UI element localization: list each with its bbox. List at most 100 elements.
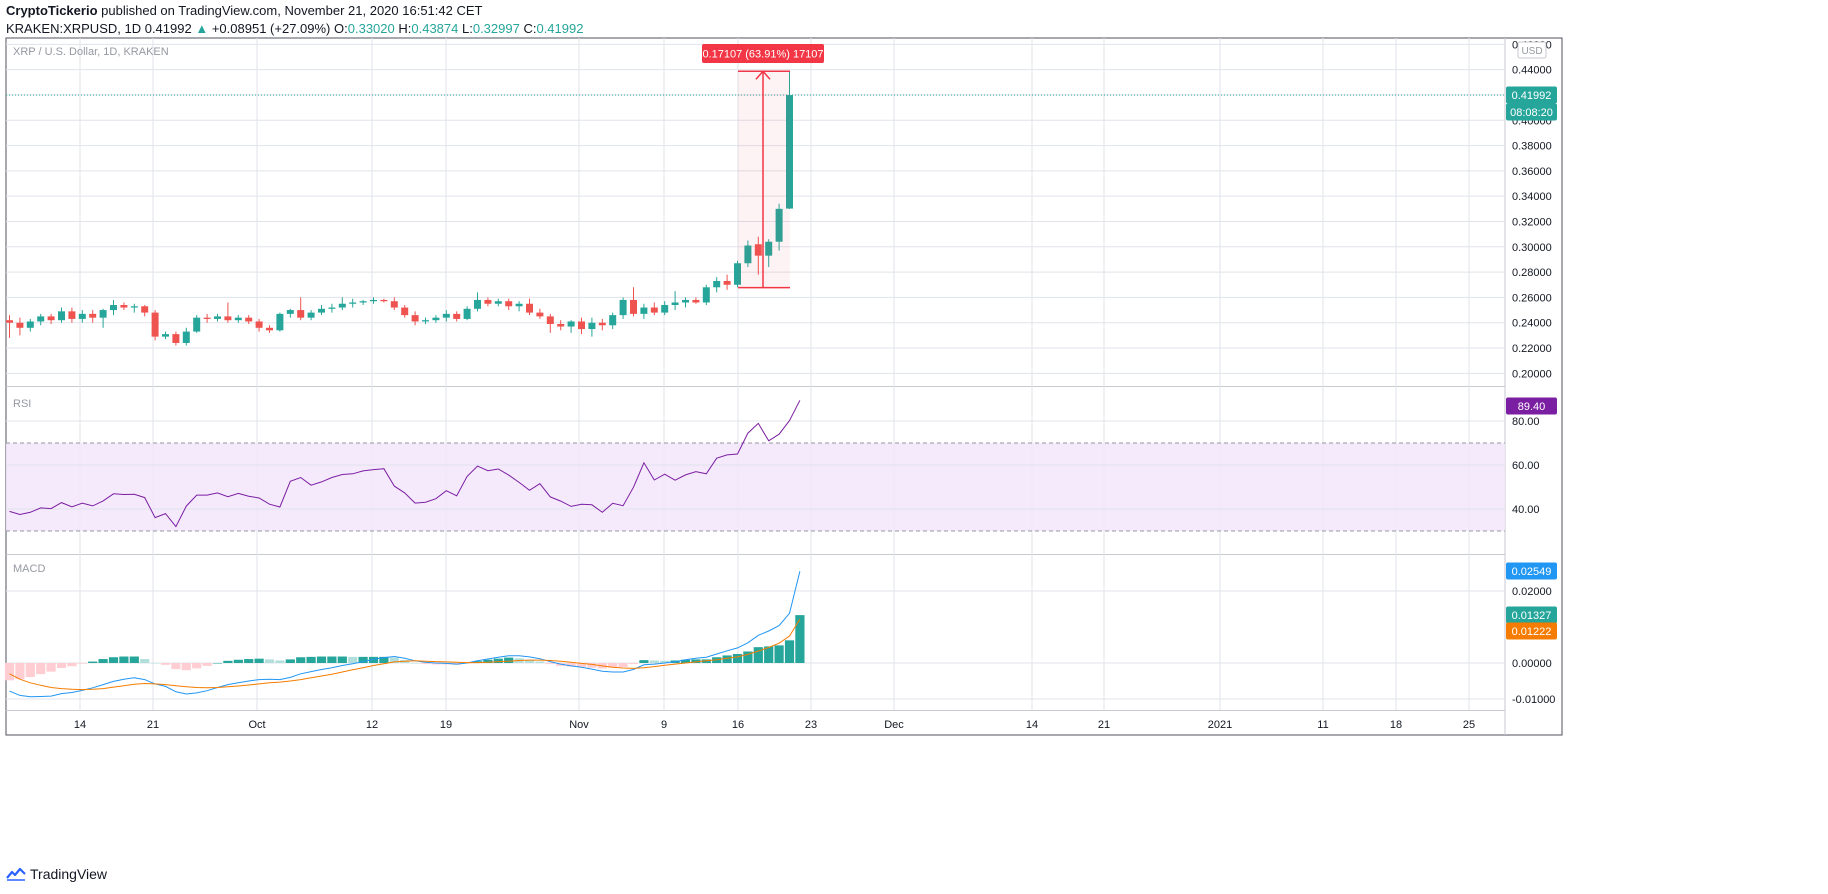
candle-body: [619, 299, 627, 316]
macd-value-badge-box: [1506, 562, 1557, 580]
macd-histogram-bar: [389, 657, 399, 663]
rsi-title: RSI: [13, 398, 31, 410]
candle-body: [422, 320, 429, 322]
measure-label-box: [702, 44, 824, 63]
macd-histogram-bar: [108, 657, 119, 663]
candle: [318, 305, 325, 316]
candle-body: [6, 320, 13, 323]
macd-histogram-bar: [254, 658, 264, 663]
time-axis-label: 11: [1317, 719, 1328, 731]
macd-histogram-bar: [743, 651, 753, 663]
time-axis-label: 12: [366, 719, 378, 731]
candle-body: [765, 241, 773, 256]
candle: [494, 298, 502, 307]
candle-body: [546, 316, 554, 324]
published-text: published on TradingView.com, November 2…: [101, 3, 483, 18]
symbol-label: KRAKEN:XRPUSD, 1D: [6, 21, 142, 36]
candle: [661, 301, 669, 316]
candle: [151, 310, 159, 341]
macd-histogram-bar: [774, 645, 784, 663]
candle-body: [193, 317, 201, 332]
time-axis-label: 23: [805, 719, 817, 731]
candle: [578, 317, 585, 335]
candle-body: [68, 311, 76, 319]
macd-histogram-bar: [285, 659, 295, 663]
candle-body: [234, 317, 242, 321]
countdown-badge: 08:08:20: [1510, 107, 1553, 119]
macd-axis-label: 0.02000: [1512, 586, 1552, 598]
candle-body: [744, 245, 752, 264]
publisher-name[interactable]: CryptoTickerio: [6, 3, 98, 18]
time-axis-label: Oct: [248, 719, 265, 731]
macd-histogram-bar: [244, 659, 254, 663]
price-axis-label: 0.36000: [1512, 166, 1552, 178]
candle: [713, 277, 721, 293]
candle: [214, 313, 221, 322]
candle: [349, 298, 357, 308]
open-label: O:: [334, 21, 348, 36]
macd-histogram-bar: [576, 663, 587, 667]
low-value: 0.32997: [472, 21, 520, 36]
candle-body: [307, 312, 315, 318]
price-axis-label: 0.44000: [1512, 65, 1552, 77]
candle-body: [536, 312, 544, 317]
candle-body: [47, 316, 55, 321]
candle-body: [297, 310, 305, 318]
candle-body: [463, 308, 471, 319]
candle-body: [266, 327, 273, 331]
macd-histogram-bar: [368, 656, 379, 663]
candle: [546, 313, 554, 333]
candle-body: [162, 334, 169, 337]
candle: [359, 299, 367, 306]
rsi-line: [9, 400, 801, 528]
candle-body: [349, 302, 357, 304]
macd-histogram-bar: [46, 663, 56, 672]
candle-body: [671, 302, 679, 306]
tradingview-brand: TradingView: [30, 866, 108, 882]
tradingview-footer[interactable]: TradingView: [6, 866, 107, 882]
candle: [786, 71, 793, 209]
signal-line: [9, 618, 801, 691]
candle-body: [578, 321, 585, 330]
candle: [692, 297, 700, 304]
candle: [505, 298, 513, 311]
ohlc-legend: KRAKEN:XRPUSD, 1D 0.41992 ▲ +0.08951 (+2…: [6, 21, 583, 36]
measure-area: [738, 71, 790, 288]
candle: [463, 306, 471, 321]
candle-body: [682, 299, 689, 303]
candle-body: [723, 280, 731, 285]
macd-histogram-bar: [680, 659, 691, 663]
macd-histogram-bar: [296, 657, 306, 663]
macd-histogram-bar: [98, 659, 108, 663]
macd-histogram-bar: [524, 659, 535, 663]
time-axis-label: Nov: [569, 719, 589, 731]
candle: [432, 315, 440, 323]
candle-body: [557, 323, 565, 327]
candle-body: [442, 313, 450, 318]
currency-button[interactable]: [1517, 41, 1547, 59]
price-axis-label: 0.20000: [1512, 368, 1552, 380]
rsi-value-badge-box: [1506, 397, 1557, 415]
macd-histogram-bar: [223, 660, 233, 663]
macd-histogram-bar: [160, 663, 171, 665]
candle: [255, 318, 263, 332]
candle-body: [37, 316, 45, 322]
candle-body: [276, 313, 284, 331]
candle: [162, 331, 169, 340]
macd-histogram-bar: [150, 663, 160, 664]
candle-body: [609, 315, 617, 326]
candle-body: [494, 301, 502, 304]
price-axis-label: 0.28000: [1512, 267, 1552, 279]
candle-body: [328, 307, 336, 309]
macd-line: [9, 571, 801, 698]
candle: [89, 310, 97, 323]
candle-body: [505, 301, 513, 307]
macd-histogram-bar: [545, 663, 555, 665]
candle: [47, 313, 55, 324]
candle-body: [515, 303, 523, 307]
candle-body: [432, 317, 440, 321]
currency-button-label: USD: [1521, 46, 1542, 57]
macd-histogram-bar: [233, 659, 243, 663]
last-value: 0.41992: [144, 21, 192, 36]
